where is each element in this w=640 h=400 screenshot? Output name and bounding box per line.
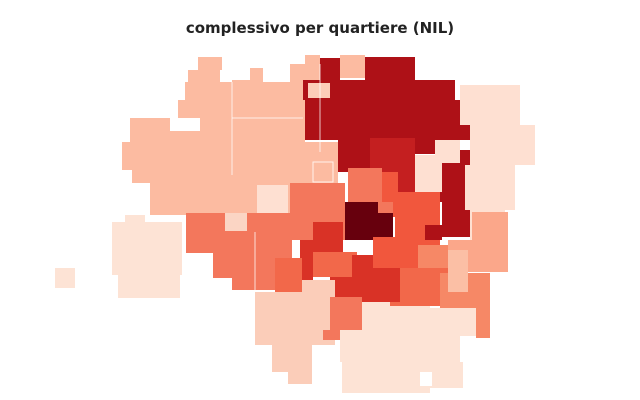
map-region [430,362,463,388]
map-region [186,213,213,253]
map-region [430,308,478,336]
map-region [132,168,338,183]
map-region [465,165,515,210]
map-region [290,64,320,83]
map-region [305,100,470,140]
map-region [470,125,535,165]
map-region [308,83,330,98]
map-region [393,175,418,193]
map-region [225,213,247,231]
map-region [305,55,320,65]
map-region [125,215,145,223]
map-region [323,330,342,340]
map-region [365,57,415,82]
map-region [112,222,182,275]
map-region [460,85,520,125]
map-region [122,142,338,170]
map-region [257,185,288,213]
map-region [348,168,382,202]
map-region [418,245,448,268]
map-region [185,82,303,100]
map-region [55,268,75,288]
map-region [130,118,305,142]
map-region [313,252,357,277]
map-region [303,80,455,100]
map-region [188,70,230,82]
map-region [342,362,430,393]
map-region [420,372,432,386]
map-region [338,154,370,172]
map-region [320,58,340,82]
map-region [476,308,490,338]
map-region [330,297,362,330]
chart-title: complessivo per quartiere (NIL) [185,19,455,37]
map-region [340,55,365,78]
map-region [250,68,263,82]
map-region [373,237,418,268]
map-region [313,222,343,252]
map-region [472,212,508,240]
map-region [255,292,335,345]
map-region [300,240,313,285]
map-region [220,70,233,82]
map-region [415,155,442,192]
map-region [198,57,222,71]
region-border-box [312,161,334,183]
map-region [378,202,393,213]
map-region [448,250,468,292]
map-region [288,345,312,384]
map-region [118,275,180,298]
map-region [178,100,305,118]
map-region [170,118,200,131]
map-region [275,258,302,292]
map-region [425,225,442,240]
